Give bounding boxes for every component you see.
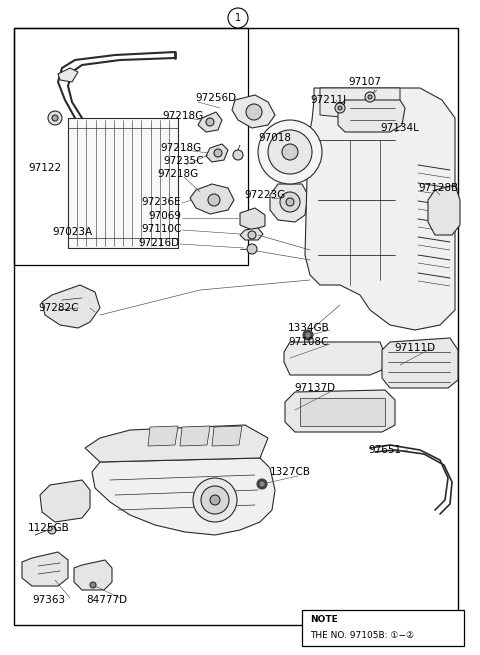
- Circle shape: [248, 231, 256, 239]
- Circle shape: [335, 103, 345, 113]
- Text: 97107: 97107: [348, 77, 381, 87]
- Text: THE NO. 97105B: ①−②: THE NO. 97105B: ①−②: [310, 631, 414, 641]
- Text: 97235C: 97235C: [163, 156, 204, 166]
- Circle shape: [257, 479, 267, 489]
- Polygon shape: [285, 390, 395, 432]
- Circle shape: [282, 144, 298, 160]
- Text: 97122: 97122: [28, 163, 61, 173]
- Text: 97651: 97651: [368, 445, 401, 455]
- Text: 97018: 97018: [258, 133, 291, 143]
- Text: 97218G: 97218G: [162, 111, 203, 121]
- Circle shape: [368, 95, 372, 99]
- Polygon shape: [190, 184, 234, 214]
- Polygon shape: [240, 208, 265, 230]
- Text: 1: 1: [235, 13, 241, 23]
- Circle shape: [306, 333, 310, 337]
- Circle shape: [260, 482, 264, 486]
- Text: NOTE: NOTE: [310, 616, 338, 624]
- Polygon shape: [40, 480, 90, 522]
- Circle shape: [280, 192, 300, 212]
- Polygon shape: [42, 285, 100, 328]
- Polygon shape: [58, 68, 78, 82]
- Bar: [14, 28, 248, 265]
- Circle shape: [214, 149, 222, 157]
- Circle shape: [268, 130, 312, 174]
- Text: 84777D: 84777D: [86, 595, 127, 605]
- Text: 97069: 97069: [148, 211, 181, 221]
- Circle shape: [365, 92, 375, 102]
- Text: 97223G: 97223G: [244, 190, 285, 200]
- Circle shape: [90, 582, 96, 588]
- Circle shape: [48, 526, 56, 534]
- Circle shape: [303, 330, 313, 340]
- Circle shape: [52, 115, 58, 121]
- Polygon shape: [338, 100, 405, 132]
- Text: 97128B: 97128B: [418, 183, 458, 193]
- Circle shape: [210, 495, 220, 505]
- Polygon shape: [85, 425, 268, 462]
- Circle shape: [233, 150, 243, 160]
- Text: 97216D: 97216D: [138, 238, 179, 248]
- Circle shape: [206, 118, 214, 126]
- Polygon shape: [198, 112, 222, 132]
- Text: 97218G: 97218G: [157, 169, 198, 179]
- Circle shape: [208, 194, 220, 206]
- Text: 97282C: 97282C: [38, 303, 79, 313]
- Text: 97218G: 97218G: [160, 143, 201, 153]
- Polygon shape: [284, 342, 385, 375]
- Circle shape: [48, 111, 62, 125]
- Polygon shape: [382, 338, 458, 388]
- Circle shape: [338, 106, 342, 110]
- Bar: [302, 610, 464, 646]
- Polygon shape: [206, 144, 228, 162]
- Polygon shape: [148, 426, 178, 446]
- Text: 1125GB: 1125GB: [28, 523, 70, 533]
- Polygon shape: [428, 185, 460, 235]
- Circle shape: [286, 198, 294, 206]
- Text: 97023A: 97023A: [52, 227, 92, 237]
- Circle shape: [193, 478, 237, 522]
- Text: 97256D: 97256D: [195, 93, 236, 103]
- Circle shape: [258, 120, 322, 184]
- Text: 97110C: 97110C: [141, 224, 181, 234]
- Polygon shape: [92, 458, 275, 535]
- Polygon shape: [74, 560, 112, 590]
- Circle shape: [247, 244, 257, 254]
- Polygon shape: [232, 95, 275, 128]
- Polygon shape: [320, 88, 400, 118]
- Bar: [68, 118, 178, 248]
- Text: 1334GB: 1334GB: [288, 323, 330, 333]
- Circle shape: [201, 486, 229, 514]
- Polygon shape: [180, 426, 210, 446]
- Text: 97363: 97363: [32, 595, 65, 605]
- Polygon shape: [22, 552, 68, 586]
- Text: 97111D: 97111D: [394, 343, 435, 353]
- Circle shape: [228, 8, 248, 28]
- Polygon shape: [270, 184, 308, 222]
- Polygon shape: [240, 228, 263, 240]
- Polygon shape: [305, 88, 455, 330]
- Text: 97108C: 97108C: [288, 337, 328, 347]
- Text: 97134L: 97134L: [380, 123, 419, 133]
- Text: 1327CB: 1327CB: [270, 467, 311, 477]
- Text: 97211J: 97211J: [310, 95, 346, 105]
- Text: 97137D: 97137D: [294, 383, 335, 393]
- Circle shape: [246, 104, 262, 120]
- Bar: [300, 398, 385, 426]
- Text: 97236E: 97236E: [141, 197, 180, 207]
- Polygon shape: [212, 426, 242, 446]
